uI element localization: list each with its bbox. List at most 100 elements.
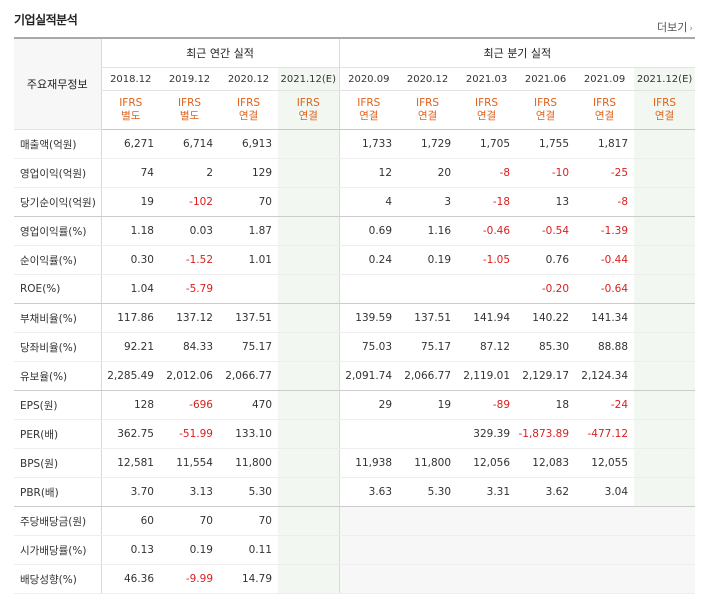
quarter-cell: 1,755: [516, 129, 576, 159]
annual-cell: 19: [100, 187, 160, 217]
annual-cell: 1.01: [219, 245, 278, 275]
annual-group-title: 최근 연간 실적: [100, 37, 340, 68]
row-label: ROE(%): [14, 274, 101, 304]
annual-period-3: 2021.12(E): [278, 67, 340, 91]
quarter-cell: 2,066.77: [398, 361, 458, 391]
annual-cell: 128: [100, 390, 160, 420]
annual-cell: 6,271: [100, 129, 160, 159]
quarter-cell: [634, 216, 696, 246]
annual-cell: 11,800: [219, 448, 278, 478]
annual-cell: 1.18: [100, 216, 160, 246]
quarter-cell: [398, 274, 458, 304]
annual-cell: 6,913: [219, 129, 278, 159]
annual-period-0: 2018.12: [100, 67, 160, 91]
ifrs-label: IFRS: [357, 97, 381, 109]
consolidation-label: 연결: [298, 110, 318, 122]
annual-cell: 6,714: [160, 129, 219, 159]
quarter-cell: [634, 158, 696, 188]
annual-cell: [278, 216, 340, 246]
row-label: BPS(원): [14, 448, 101, 478]
financial-summary-table: 주요재무정보 최근 연간 실적 최근 분기 실적 2018.12 2019.12 2…: [14, 37, 696, 594]
ifrs-label: IFRS: [177, 97, 202, 109]
annual-cell: 470: [219, 390, 278, 420]
annual-cell: [278, 419, 340, 449]
quarter-cell: [634, 506, 696, 536]
quarter-cell: 3.62: [516, 477, 576, 507]
row-label: 당좌비율(%): [14, 332, 101, 362]
quarter-cell: 18: [516, 390, 576, 420]
annual-cell: 75.17: [219, 332, 278, 362]
quarter-ifrs-0: IFRS 연결: [338, 90, 399, 130]
quarter-cell: -89: [457, 390, 517, 420]
annual-period-1: 2019.12: [160, 67, 219, 91]
quarter-cell: 29: [338, 390, 399, 420]
quarter-period-3: 2021.06: [516, 67, 576, 91]
table-row: 당기순이익(억원) 19 -102 70 4 3 -18 13 -8: [14, 187, 696, 217]
table-row: 시가배당률(%) 0.13 0.19 0.11: [14, 535, 696, 565]
annual-cell: 0.19: [160, 535, 219, 565]
quarter-cell: 11,800: [398, 448, 458, 478]
annual-period-2: 2020.12: [219, 67, 278, 91]
quarter-cell: -1,873.89: [516, 419, 576, 449]
annual-ifrs-1: IFRS 별도: [160, 90, 219, 130]
annual-cell: 70: [219, 187, 278, 217]
quarter-cell: -1.39: [575, 216, 635, 246]
quarter-ifrs-5: IFRS 연결: [634, 90, 696, 130]
quarter-cell: -0.64: [575, 274, 635, 304]
quarter-cell: 88.88: [575, 332, 635, 362]
annual-cell: 0.30: [100, 245, 160, 275]
annual-cell: 1.87: [219, 216, 278, 246]
quarter-cell: 12: [338, 158, 399, 188]
table-row: PER(배) 362.75 -51.99 133.10 329.39 -1,873.89-…: [14, 419, 696, 449]
annual-cell: [278, 448, 340, 478]
ifrs-label: IFRS: [415, 97, 440, 109]
more-link[interactable]: 더보기 ›: [657, 19, 693, 35]
quarter-cell: [457, 535, 517, 565]
quarter-cell: [634, 419, 696, 449]
quarter-cell: 3.31: [457, 477, 517, 507]
annual-cell: [278, 187, 340, 217]
quarter-cell: 5.30: [398, 477, 458, 507]
quarter-cell: [634, 332, 696, 362]
quarter-cell: -24: [575, 390, 635, 420]
row-header-label: 주요재무정보: [14, 37, 101, 130]
annual-cell: 74: [100, 158, 160, 188]
quarter-cell: 2,129.17: [516, 361, 576, 391]
consolidation-label: 별도: [121, 110, 141, 122]
quarter-cell: -18: [457, 187, 517, 217]
table-row: 영업이익률(%) 1.18 0.03 1.87 0.69 1.16 -0.46 -0.54 -1…: [14, 216, 696, 246]
quarter-cell: 75.03: [338, 332, 399, 362]
table-row: BPS(원) 12,581 11,554 11,800 11,938 11,800 12,0…: [14, 448, 696, 478]
quarter-cell: 0.19: [398, 245, 458, 275]
annual-cell: [278, 361, 340, 391]
quarter-cell: [575, 564, 635, 594]
quarter-cell: [338, 506, 399, 536]
table-row: EPS(원) 128 -696 470 29 19 -89 18 -24: [14, 390, 696, 420]
quarter-period-2: 2021.03: [457, 67, 517, 91]
quarter-cell: [634, 129, 696, 159]
quarter-cell: 13: [516, 187, 576, 217]
quarter-cell: 3.63: [338, 477, 399, 507]
annual-cell: 0.11: [219, 535, 278, 565]
consolidation-label: 연결: [359, 110, 379, 122]
annual-cell: 137.12: [160, 303, 219, 333]
quarter-cell: -0.44: [575, 245, 635, 275]
quarter-cell: -8: [575, 187, 635, 217]
table-row: PBR(배) 3.70 3.13 5.30 3.63 5.30 3.31 3.62 3.04: [14, 477, 696, 507]
annual-cell: [278, 303, 340, 333]
annual-cell: 46.36: [100, 564, 160, 594]
quarter-period-0: 2020.09: [338, 67, 399, 91]
consolidation-label: 연결: [476, 110, 497, 122]
annual-cell: 70: [219, 506, 278, 536]
table-row: 당좌비율(%) 92.21 84.33 75.17 75.03 75.17 87.12 85.…: [14, 332, 696, 362]
quarter-cell: 329.39: [457, 419, 517, 449]
annual-cell: [278, 129, 340, 159]
quarter-cell: [457, 564, 517, 594]
quarter-cell: -0.46: [457, 216, 517, 246]
quarter-cell: [634, 187, 696, 217]
annual-cell: 129: [219, 158, 278, 188]
row-label: 매출액(억원): [14, 129, 101, 159]
quarter-cell: [575, 506, 635, 536]
quarter-cell: [516, 535, 576, 565]
ifrs-label: IFRS: [236, 97, 261, 109]
